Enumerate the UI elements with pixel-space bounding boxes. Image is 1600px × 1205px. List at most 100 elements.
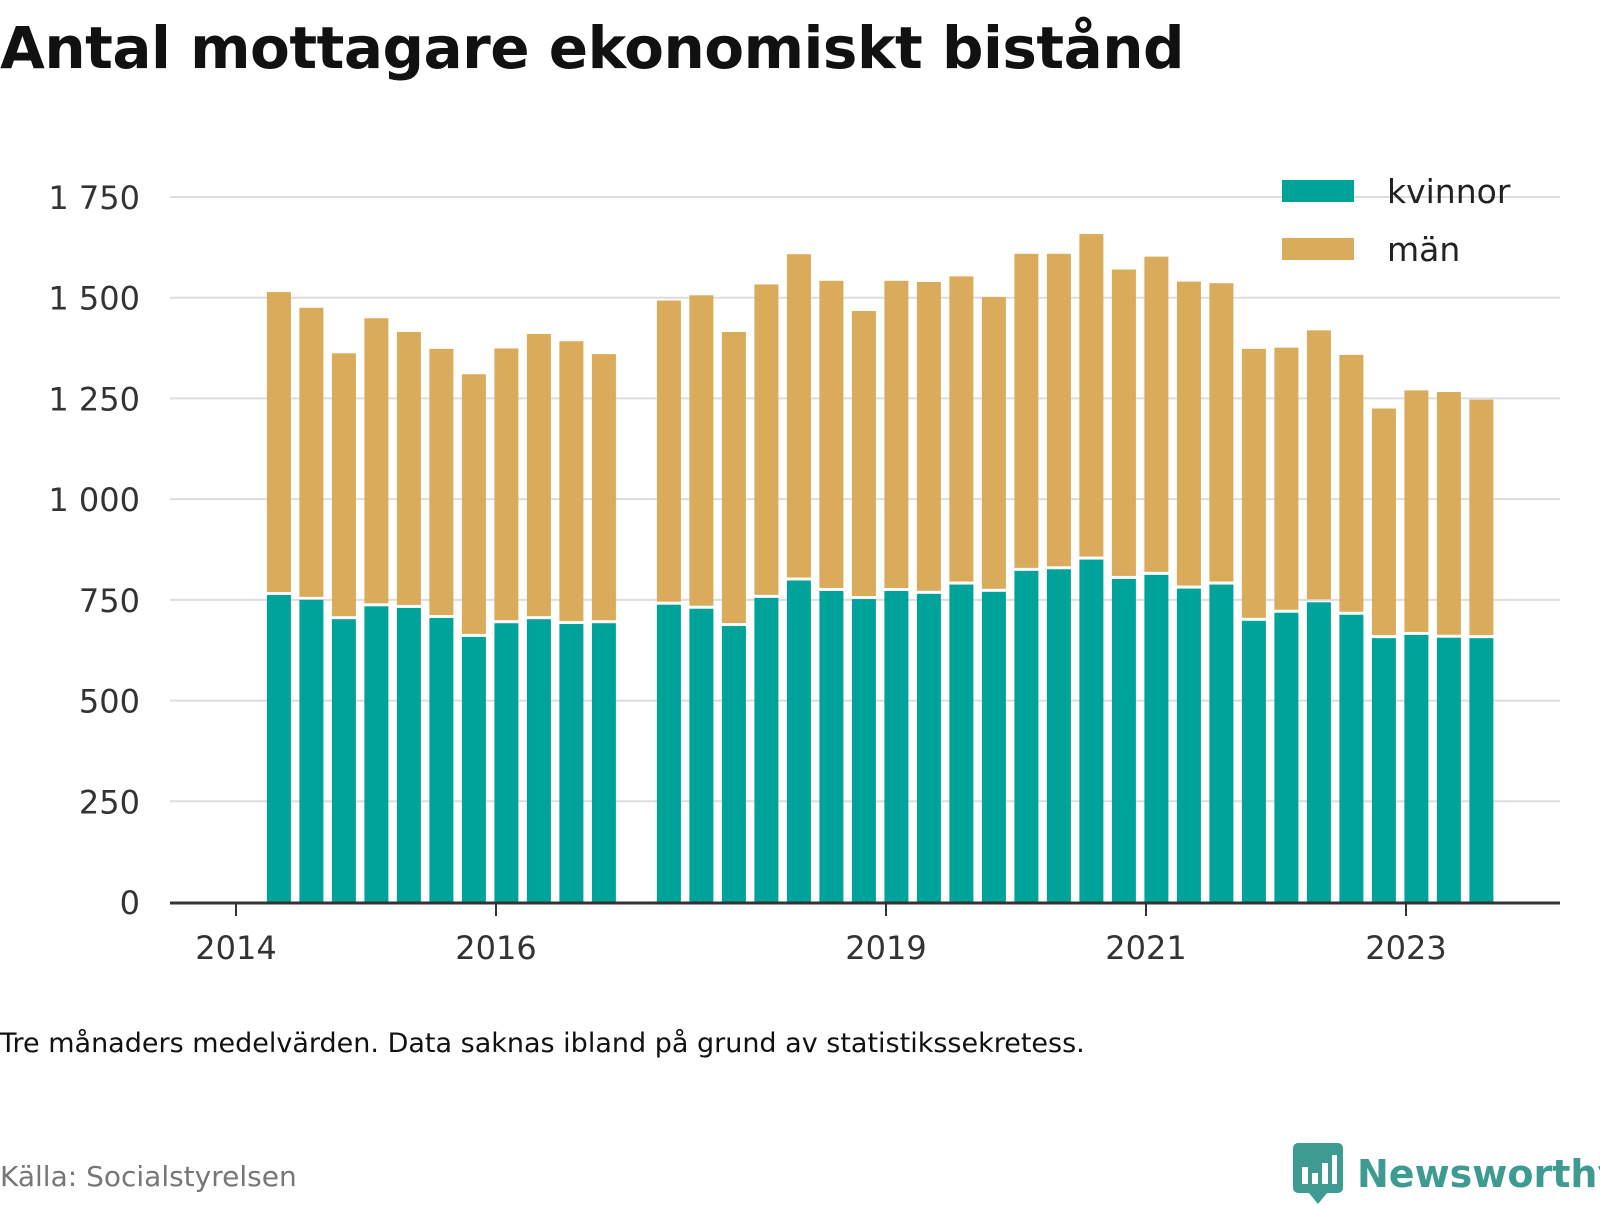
x-tick-label: 2016 bbox=[455, 929, 536, 967]
y-tick-label: 1 250 bbox=[48, 380, 140, 418]
bar-man bbox=[884, 280, 909, 588]
bar-kvinnor bbox=[364, 606, 389, 902]
y-tick-label: 250 bbox=[79, 783, 140, 821]
bar-man bbox=[591, 354, 616, 621]
bar-man bbox=[1079, 234, 1104, 557]
bar-kvinnor bbox=[1404, 634, 1429, 902]
bar-kvinnor bbox=[266, 595, 291, 902]
bar-man bbox=[559, 341, 584, 622]
bar-man bbox=[1274, 347, 1299, 610]
bar-man bbox=[299, 307, 324, 597]
chart-title: Antal mottagare ekonomiskt bistånd bbox=[0, 14, 1185, 82]
bar-kvinnor bbox=[1371, 638, 1396, 902]
bar-man bbox=[1176, 281, 1201, 586]
bar-kvinnor bbox=[1469, 638, 1494, 902]
bar-man bbox=[754, 284, 779, 595]
bars bbox=[266, 234, 1494, 902]
bar-man bbox=[1046, 253, 1071, 567]
bar-kvinnor bbox=[981, 591, 1006, 902]
x-tick-label: 2023 bbox=[1365, 929, 1446, 967]
bar-man bbox=[1144, 256, 1169, 572]
bar-kvinnor bbox=[461, 636, 486, 902]
bar-man bbox=[1436, 391, 1461, 635]
bar-kvinnor bbox=[299, 599, 324, 902]
bar-kvinnor bbox=[1176, 588, 1201, 902]
bar-kvinnor bbox=[819, 590, 844, 902]
bar-man bbox=[949, 276, 974, 582]
bar-kvinnor bbox=[591, 623, 616, 902]
bar-man bbox=[1306, 330, 1331, 600]
bar-kvinnor bbox=[396, 607, 421, 902]
bar-man bbox=[429, 348, 454, 615]
bar-kvinnor bbox=[884, 590, 909, 902]
x-tick-label: 2019 bbox=[845, 929, 926, 967]
y-tick-label: 500 bbox=[79, 683, 140, 721]
bar-kvinnor bbox=[331, 619, 356, 902]
bar-kvinnor bbox=[949, 584, 974, 902]
bar-man bbox=[364, 318, 389, 604]
stacked-bar-chart: 0 250 500 750 1 000 1 250 1 500 1 750 2014 2016 2… bbox=[48, 172, 1560, 967]
bar-man bbox=[851, 311, 876, 597]
bar-kvinnor bbox=[1274, 612, 1299, 902]
chart-note: Tre månaders medelvärden. Data saknas ib… bbox=[0, 1028, 1085, 1059]
bar-man bbox=[266, 292, 291, 593]
bar-kvinnor bbox=[1144, 574, 1169, 902]
bar-kvinnor bbox=[1079, 559, 1104, 902]
bar-man bbox=[331, 353, 356, 617]
bar-kvinnor bbox=[916, 593, 941, 902]
bar-chart-speech-bubble-icon bbox=[1293, 1143, 1343, 1204]
bar-kvinnor bbox=[1046, 569, 1071, 902]
bar-kvinnor bbox=[754, 597, 779, 902]
bar-kvinnor bbox=[689, 608, 714, 902]
bar-kvinnor bbox=[1111, 578, 1136, 902]
bar-kvinnor bbox=[1241, 620, 1266, 902]
legend-label-man: män bbox=[1387, 230, 1460, 269]
bar-kvinnor bbox=[526, 619, 551, 902]
bar-man bbox=[396, 331, 421, 605]
brand-name: Newsworthy bbox=[1357, 1152, 1600, 1196]
bar-man bbox=[1371, 408, 1396, 636]
y-axis-ticks: 0 250 500 750 1 000 1 250 1 500 1 750 bbox=[48, 179, 140, 922]
x-tick-label: 2021 bbox=[1105, 929, 1186, 967]
bar-man bbox=[916, 282, 941, 591]
y-tick-label: 750 bbox=[79, 582, 140, 620]
bar-kvinnor bbox=[1209, 584, 1234, 902]
legend-label-kvinnor: kvinnor bbox=[1387, 172, 1511, 211]
bar-kvinnor bbox=[656, 604, 681, 902]
bar-man bbox=[526, 333, 551, 617]
bar-man bbox=[1241, 348, 1266, 618]
bar-kvinnor bbox=[721, 626, 746, 902]
y-tick-label: 1 000 bbox=[48, 481, 140, 519]
bar-man bbox=[721, 331, 746, 624]
bar-man bbox=[494, 348, 519, 621]
bar-kvinnor bbox=[851, 599, 876, 902]
bar-man bbox=[656, 300, 681, 602]
bar-man bbox=[1014, 253, 1039, 568]
brand-logo: Newsworthy bbox=[1293, 1143, 1600, 1205]
source-credit: Källa: Socialstyrelsen bbox=[0, 1160, 297, 1193]
bar-man bbox=[1404, 390, 1429, 632]
bar-man bbox=[1339, 354, 1364, 612]
bar-man bbox=[981, 296, 1006, 589]
x-tick-label: 2014 bbox=[195, 929, 276, 967]
bar-man bbox=[1111, 269, 1136, 576]
y-tick-label: 1 500 bbox=[48, 280, 140, 318]
legend: kvinnor män bbox=[1282, 172, 1511, 269]
bar-kvinnor bbox=[1306, 602, 1331, 902]
bar-kvinnor bbox=[559, 624, 584, 902]
bar-man bbox=[1209, 283, 1234, 582]
bar-kvinnor bbox=[1436, 637, 1461, 902]
bar-man bbox=[819, 280, 844, 588]
legend-swatch-man bbox=[1282, 238, 1354, 260]
y-tick-label: 0 bbox=[120, 884, 140, 922]
y-tick-label: 1 750 bbox=[48, 179, 140, 217]
bar-man bbox=[689, 295, 714, 606]
bar-kvinnor bbox=[1339, 614, 1364, 902]
bar-kvinnor bbox=[429, 617, 454, 902]
legend-swatch-kvinnor bbox=[1282, 180, 1354, 202]
bar-man bbox=[1469, 399, 1494, 636]
bar-man bbox=[786, 254, 811, 578]
bar-kvinnor bbox=[786, 580, 811, 902]
bar-kvinnor bbox=[494, 623, 519, 902]
bar-kvinnor bbox=[1014, 570, 1039, 902]
